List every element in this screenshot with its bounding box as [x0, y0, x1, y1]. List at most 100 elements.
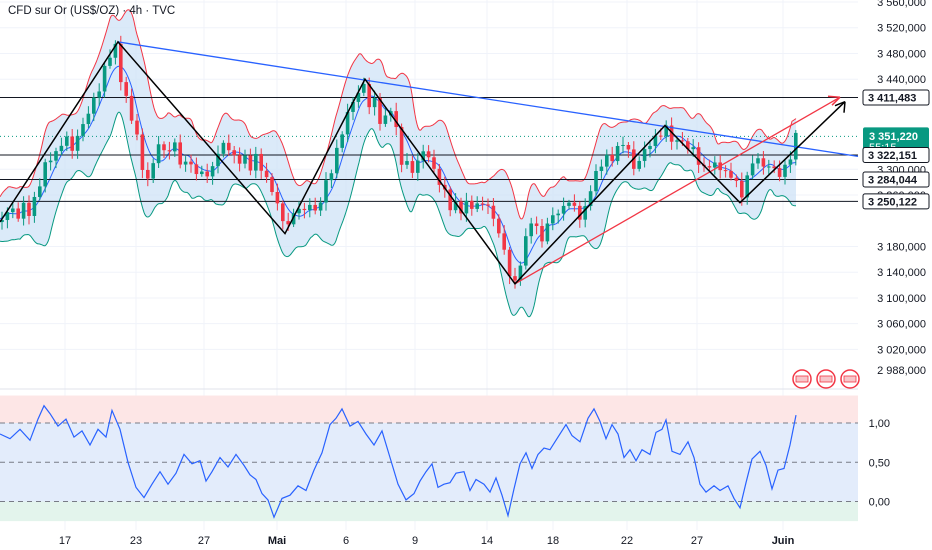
event-badge-flag-1: [819, 375, 833, 383]
candle-body-55: [297, 208, 301, 214]
candle-body-19: [102, 65, 107, 92]
candle-body-42: [227, 142, 231, 151]
candle-body-114: [615, 145, 620, 162]
candle-body-77: [416, 160, 420, 173]
candle-body-43: [232, 150, 236, 156]
candle-body-62: [335, 147, 339, 174]
price-tick-label-6: 3 180,000: [877, 241, 926, 253]
candle-body-36: [194, 164, 199, 175]
candle-body-44: [237, 155, 242, 164]
candle-body-105: [567, 202, 571, 206]
candle-body-118: [637, 160, 641, 169]
candle-body-80: [432, 157, 436, 169]
candle-body-93: [502, 233, 506, 250]
candle-body-12: [65, 136, 69, 146]
candle-body-128: [691, 147, 695, 150]
price-tag-label-2: 3 322,151: [868, 150, 917, 162]
arrow-head-red: [827, 95, 841, 106]
band-fill: [0, 9, 796, 317]
candle-body-11: [59, 145, 64, 152]
drawings: [0, 40, 859, 285]
band-upper-line: [0, 9, 797, 220]
candle-body-16: [86, 113, 91, 125]
candle-body-27: [146, 169, 150, 179]
candle-body-136: [734, 177, 739, 181]
candle-body-71: [383, 115, 388, 124]
candle-body-146: [788, 159, 793, 165]
time-tick-label-3: Mai: [268, 535, 286, 547]
time-tick-label-4: 6: [343, 535, 349, 547]
candle-body-33: [178, 142, 182, 165]
candle-body-129: [696, 147, 701, 165]
last-price-tag-box: [863, 127, 929, 154]
candle-body-29: [156, 144, 161, 164]
candle-body-106: [572, 202, 577, 206]
price-tag-label-0: 3 411,483: [868, 93, 916, 105]
candle-body-103: [556, 213, 560, 216]
candle-body-1: [5, 212, 10, 221]
candle-body-48: [259, 153, 263, 171]
candle-body-116: [626, 144, 631, 150]
candle-body-90: [486, 204, 490, 206]
time-axis[interactable]: 17 23 27 Mai 6 9 14 18 22 27 Juin: [59, 535, 795, 547]
candle-body-9: [48, 160, 53, 163]
candle-body-22: [119, 43, 123, 83]
price-tick-label-8: 3 100,000: [877, 293, 926, 305]
candle-body-47: [254, 153, 258, 171]
candle-body-110: [594, 170, 598, 192]
candle-body-81: [437, 168, 442, 185]
candle-body-113: [610, 154, 614, 162]
candle-body-119: [642, 149, 647, 161]
candle-body-84: [453, 201, 458, 211]
candle-body-15: [81, 124, 85, 136]
candle-body-5: [27, 202, 31, 216]
candle-body-60: [324, 180, 328, 203]
candle-body-100: [540, 225, 544, 242]
candles: [0, 35, 798, 289]
time-tick-label-10: Juin: [772, 535, 795, 547]
time-tick-label-7: 18: [547, 535, 559, 547]
candle-body-134: [723, 170, 728, 172]
candle-body-143: [772, 166, 776, 169]
candle-body-66: [356, 92, 361, 102]
event-badge-flag-0: [795, 375, 809, 383]
candle-body-65: [351, 101, 355, 112]
candle-body-122: [659, 135, 663, 137]
candle-body-101: [545, 223, 550, 242]
candle-body-24: [129, 95, 134, 121]
price-tick-label-7: 3 140,000: [877, 267, 926, 279]
candle-body-74: [399, 127, 404, 165]
candle-body-10: [54, 151, 58, 161]
time-tick-label-9: 27: [691, 535, 703, 547]
trendline-ascending-support: [514, 96, 841, 285]
candle-body-63: [340, 134, 344, 148]
candle-body-6: [32, 196, 37, 216]
candle-body-76: [410, 161, 415, 173]
candle-body-97: [524, 236, 528, 266]
candle-body-30: [162, 144, 166, 151]
candle-body-73: [394, 111, 398, 128]
candle-body-137: [740, 180, 744, 198]
candle-body-35: [189, 161, 193, 165]
candle-body-53: [286, 221, 290, 225]
candle-body-132: [713, 162, 717, 168]
candle-body-13: [70, 136, 74, 151]
candle-body-139: [750, 163, 755, 176]
candle-body-59: [318, 202, 323, 211]
price-tick-label-2: 3 480,000: [877, 48, 926, 60]
candle-body-25: [135, 120, 139, 135]
candle-body-91: [491, 205, 496, 219]
candle-body-88: [475, 203, 479, 209]
osc-tick-label-0: 1,00: [869, 418, 890, 430]
candle-body-4: [21, 202, 26, 219]
candle-body-8: [43, 162, 47, 187]
candle-body-68: [367, 84, 371, 108]
candle-body-99: [534, 223, 539, 226]
candle-body-125: [675, 140, 679, 142]
candle-body-87: [470, 200, 474, 209]
candle-body-86: [464, 200, 469, 214]
event-badges: [792, 369, 860, 389]
price-tag-box-2: [862, 147, 930, 164]
